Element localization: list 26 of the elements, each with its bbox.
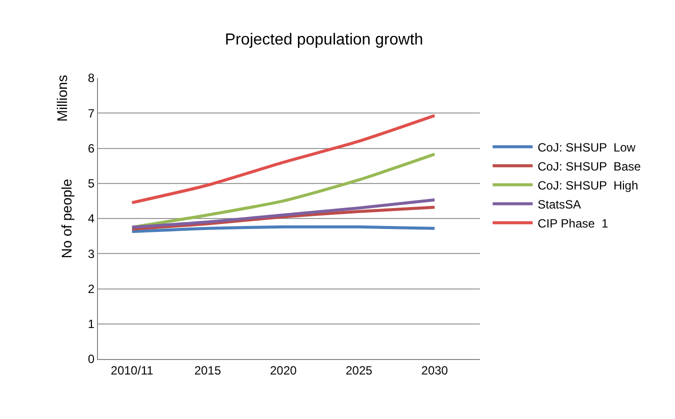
legend-label: CoJ: SHSUP Low (538, 140, 636, 154)
y-tick-label: 7 (88, 106, 95, 120)
x-tick-label: 2025 (346, 363, 373, 378)
x-tick-label: 2020 (270, 363, 297, 378)
x-tick-label: 2010/11 (110, 363, 154, 378)
legend-label: CoJ: SHSUP High (538, 178, 638, 192)
y-tick-label: 2 (88, 282, 95, 296)
y-tick-label: 4 (88, 212, 95, 226)
y-tick-label: 5 (88, 176, 95, 191)
legend-label: CIP Phase 1 (538, 216, 608, 230)
y-tick-label: 0 (88, 352, 95, 366)
line-series (130, 152, 436, 229)
y-tick-label: 6 (88, 141, 95, 156)
text: Millions (54, 74, 70, 122)
chart-title: Projected population growth (224, 32, 424, 49)
line-series (130, 198, 436, 229)
legend-label: CoJ: SHSUP Base (538, 159, 642, 174)
legend-label: StatsSA (538, 197, 581, 212)
line-series (130, 206, 436, 231)
x-tick-label: 2030 (421, 363, 448, 378)
y-tick-label: 1 (88, 317, 95, 332)
x-tick-label: 2015 (194, 363, 222, 378)
y-tick-label: 8 (88, 71, 95, 86)
y-axis-title: No of people (58, 178, 75, 258)
y-tick-label: 3 (88, 246, 95, 261)
line-series (130, 114, 436, 204)
